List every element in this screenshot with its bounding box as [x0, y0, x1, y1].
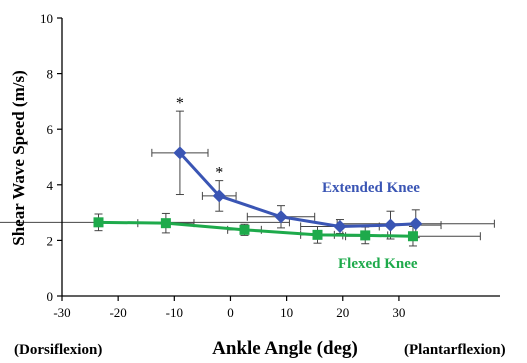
flexed-knee-marker — [160, 218, 171, 229]
plantarflexion-label: (Plantarflexion) — [404, 342, 506, 358]
flexed-knee-marker — [239, 224, 250, 235]
flexed-knee-marker — [93, 217, 104, 228]
flexed-knee-label: Flexed Knee — [338, 256, 418, 272]
y-tick-label: 0 — [47, 289, 54, 304]
x-tick-label: 0 — [227, 305, 234, 320]
extended-knee-marker — [409, 217, 423, 231]
x-tick-label: -30 — [53, 305, 70, 320]
significance-markers: ** — [176, 95, 223, 182]
extended-knee-marker — [384, 218, 397, 232]
extended-knee-label: Extended Knee — [322, 180, 420, 196]
extended-knee-marker — [212, 189, 226, 203]
x-tick-label: 10 — [280, 305, 293, 320]
flexed-knee-marker — [312, 229, 323, 240]
dorsiflexion-label: (Dorsiflexion) — [14, 342, 102, 358]
extended-knee-marker — [333, 220, 347, 233]
flexed-knee-line — [98, 220, 413, 238]
flexed-knee-marker — [360, 230, 371, 241]
y-tick-label: 2 — [47, 233, 54, 248]
x-tick-label: -10 — [166, 305, 183, 320]
flexed-knee-marker — [407, 231, 418, 242]
y-axis-title: Shear Wave Speed (m/s) — [9, 70, 28, 246]
y-tick-label: 10 — [40, 11, 53, 26]
data-markers — [93, 146, 423, 242]
x-tick-label: -20 — [109, 305, 126, 320]
y-axis-ticks: 0 2 4 6 8 10 — [40, 11, 62, 304]
extended-knee-marker — [274, 210, 288, 224]
x-axis-ticks: -30 -20 -10 0 10 20 30 — [53, 296, 405, 320]
extended-knee-marker — [173, 146, 187, 160]
y-tick-label: 4 — [47, 178, 54, 193]
significance-star: * — [215, 165, 223, 182]
x-tick-label: 20 — [336, 305, 349, 320]
significance-star: * — [176, 95, 184, 112]
x-axis-title: Ankle Angle (deg) — [212, 338, 358, 359]
y-tick-label: 8 — [47, 67, 54, 82]
x-tick-label: 30 — [392, 305, 405, 320]
y-tick-label: 6 — [47, 122, 54, 137]
